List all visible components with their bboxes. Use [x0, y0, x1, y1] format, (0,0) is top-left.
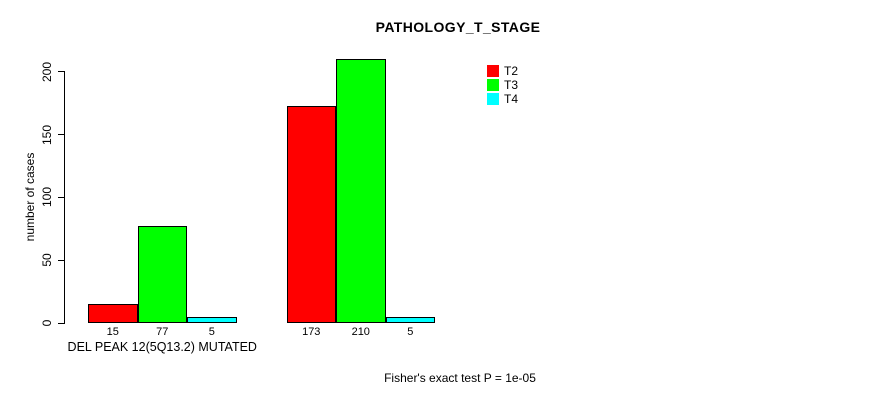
legend-label: T2	[504, 64, 519, 78]
bar-value-label: 210	[351, 326, 370, 338]
y-tick-label: 200	[40, 61, 54, 82]
bar-value-label: 77	[156, 326, 169, 338]
y-axis-label: number of cases	[23, 152, 37, 242]
y-tick-mark	[58, 259, 65, 261]
legend-label: T4	[504, 92, 519, 106]
y-tick-mark	[58, 196, 65, 198]
chart-title: PATHOLOGY_T_STAGE	[375, 19, 541, 35]
bar-value-label: 173	[302, 326, 321, 338]
y-tick-mark	[58, 322, 65, 324]
bar-t4-group1	[187, 316, 237, 323]
legend-swatch-t4	[487, 93, 499, 105]
legend-swatch-t2	[487, 65, 499, 77]
legend-swatch-t3	[487, 79, 499, 91]
bar-t4-group2	[385, 316, 435, 323]
y-tick-label: 150	[40, 124, 54, 145]
bar-t2-group2	[286, 105, 336, 323]
y-tick-label: 100	[40, 187, 54, 208]
stat-annotation: Fisher's exact test P = 1e-05	[384, 371, 536, 385]
y-tick-mark	[58, 134, 65, 136]
y-tick-mark	[58, 71, 65, 73]
legend-label: T3	[504, 78, 519, 92]
group-label-1: DEL PEAK 12(5Q13.2) MUTATED	[67, 340, 257, 354]
bar-t2-group1	[88, 304, 138, 323]
legend-row-t3: T3	[487, 78, 518, 92]
y-tick-label: 0	[40, 319, 54, 327]
legend: T2 T3 T4	[487, 64, 518, 106]
bar-t3-group2	[336, 59, 386, 323]
y-tick-label: 50	[40, 253, 54, 267]
bar-t3-group1	[137, 226, 187, 323]
legend-row-t4: T4	[487, 92, 518, 106]
bar-value-label: 5	[208, 326, 215, 338]
bar-value-label: 5	[407, 326, 414, 338]
bar-value-label: 15	[106, 326, 119, 338]
legend-row-t2: T2	[487, 64, 518, 78]
